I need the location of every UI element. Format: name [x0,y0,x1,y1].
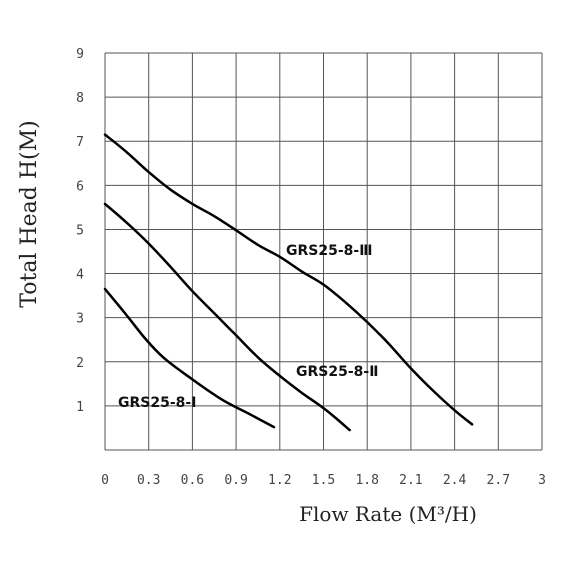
y-tick-label: 9 [76,47,84,62]
x-tick-label: 1.2 [268,473,291,488]
series-labels: GRS25-8-Ⅰ GRS25-8-Ⅱ GRS25-8-Ⅲ [118,243,378,411]
y-tick-label: 6 [76,179,84,194]
x-tick-label: 0.9 [224,473,247,488]
x-tick-label: 2.7 [487,473,510,488]
series-line-1 [103,287,276,429]
y-tick-labels: 1 2 3 4 5 6 7 8 9 [76,47,84,415]
x-tick-label: 1.8 [355,473,378,488]
x-tick-label: 0.3 [137,473,160,488]
series-lines [103,133,474,432]
series-label-1: GRS25-8-Ⅰ [118,395,196,411]
series-label-2: GRS25-8-Ⅱ [296,364,378,380]
y-tick-label: 8 [76,91,84,106]
x-tick-label: 2.4 [443,473,467,488]
y-tick-label: 5 [76,223,84,238]
x-tick-label: 0 [101,473,109,488]
x-tick-label: 3 [538,473,546,488]
grid [104,52,543,451]
series-label-3: GRS25-8-Ⅲ [286,243,372,259]
x-axis-title: Flow Rate (M³/H) [299,502,477,526]
y-tick-label: 7 [76,135,84,150]
x-tick-label: 2.1 [399,473,422,488]
y-tick-label: 3 [76,312,84,327]
y-tick-label: 4 [76,268,84,283]
series-line-3 [103,133,474,426]
x-tick-label: 0.6 [181,473,204,488]
y-tick-label: 2 [76,356,84,371]
y-tick-label: 1 [76,400,84,415]
series-line-2 [103,202,351,432]
y-axis-title: Total Head H(M) [17,120,42,307]
x-tick-label: 1.5 [312,473,335,488]
x-tick-labels: 0 0.3 0.6 0.9 1.2 1.5 1.8 2.1 2.4 2.7 3 [101,473,546,488]
